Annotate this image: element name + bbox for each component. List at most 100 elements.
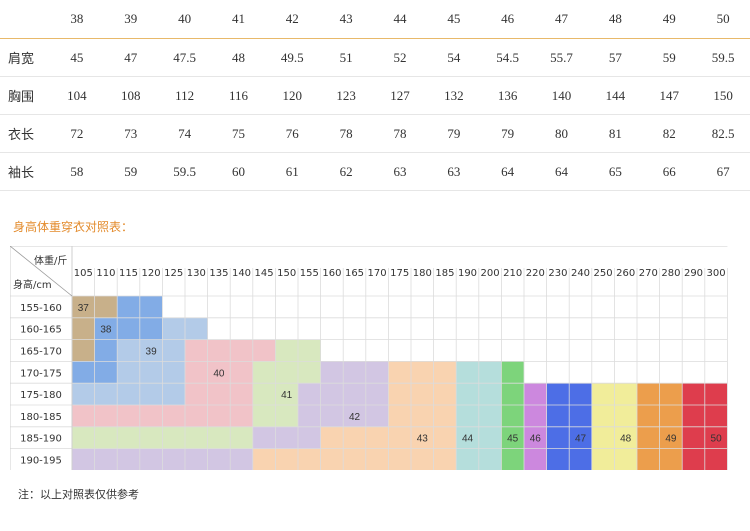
size-cell-45 [501,405,524,427]
weight-header: 230 [548,268,567,279]
size-cell-44 [478,426,502,449]
size-cell-49 [659,448,683,470]
size-cell-41 [298,339,321,362]
size-cell-43 [365,426,389,449]
size-header-cell: 47 [534,0,589,39]
size-cell: 59 [642,38,697,77]
size-cell-40 [207,383,231,405]
size-cell-50 [682,426,705,449]
size-cell-44 [456,426,479,449]
size-cell: 140 [534,76,589,115]
size-cell: 120 [265,76,320,115]
size-cell-39 [185,317,208,340]
weight-header: 130 [187,268,206,279]
size-label-45: 45 [507,434,519,445]
size-cell-38 [139,296,163,318]
size-cell-43 [388,448,411,470]
size-cell-37 [94,296,118,318]
size-cell-41 [230,426,253,449]
size-cell-47 [546,405,570,427]
weight-header: 280 [661,268,680,279]
size-cell: 49.5 [265,38,320,77]
size-cell-40 [162,405,185,427]
weight-header: 260 [616,268,635,279]
size-cell: 55.7 [534,38,589,77]
size-cell-39 [162,383,185,405]
size-cell-44 [456,361,479,384]
weight-header: 240 [571,268,590,279]
size-cell-40 [185,361,208,384]
size-cell-44 [456,448,479,470]
size-row-label: 肩宽 [0,38,50,77]
size-cell-49 [637,426,660,449]
size-cell-47 [546,426,570,449]
size-cell-43 [343,426,366,449]
size-cell-41 [252,361,276,384]
size-cell-47 [569,426,592,449]
size-header-cell: 45 [426,0,481,39]
size-cell: 123 [319,76,374,115]
size-cell: 150 [696,76,750,115]
size-header-cell: 38 [50,0,104,39]
size-cell-48 [614,383,637,405]
size-cell-43 [433,361,457,384]
weight-header: 145 [255,268,274,279]
weight-header: 180 [413,268,432,279]
size-cell-39 [94,383,118,405]
size-cell-39 [139,383,163,405]
height-header: 175-180 [20,390,62,401]
size-header-cell: 49 [642,0,697,39]
size-label-47: 47 [575,434,587,445]
size-cell: 144 [588,76,643,115]
size-cell-48 [614,426,637,449]
size-cell: 72 [50,114,104,153]
weight-header: 150 [277,268,296,279]
size-cell-40 [94,405,118,427]
size-cell-39 [72,383,95,405]
footnote: 注：以上对照表仅供参考 [18,488,139,501]
size-cell-37 [72,339,95,362]
size-cell-38 [117,317,140,340]
size-cell-42 [320,361,344,384]
size-cell: 104 [50,76,104,115]
size-cell-41 [94,426,118,449]
weight-header: 190 [458,268,477,279]
height-header: 165-170 [20,347,62,358]
height-header: 160-165 [20,325,62,336]
size-cell-42 [139,448,163,470]
size-cell-41 [185,426,208,449]
size-cell-43 [320,426,344,449]
size-cell-50 [704,405,728,427]
size-label-40: 40 [213,368,225,379]
weight-header: 200 [481,268,500,279]
weight-header: 220 [526,268,545,279]
size-cell: 59 [103,152,158,191]
size-cell-38 [139,317,163,340]
size-cell-39 [117,383,140,405]
size-cell-41 [275,405,298,427]
weight-header: 110 [96,268,115,279]
size-cell-38 [94,339,118,362]
weight-header: 160 [322,268,341,279]
size-cell: 63 [373,152,427,191]
size-cell-43 [411,361,434,384]
size-header-blank [0,0,50,39]
size-cell: 57 [588,38,643,77]
corner-weight-label: 体重/斤 [34,254,67,267]
weight-header: 140 [232,268,251,279]
size-cell: 64 [534,152,589,191]
size-cell: 108 [103,76,158,115]
size-cell-41 [117,426,140,449]
size-cell-47 [569,405,592,427]
weight-header: 270 [639,268,658,279]
size-cell: 66 [642,152,697,191]
size-cell-43 [298,448,321,470]
size-cell-41 [252,383,276,405]
size-cell-50 [704,383,728,405]
size-cell-43 [433,405,457,427]
size-header-cell: 48 [588,0,643,39]
size-cell-40 [207,405,231,427]
size-cell: 79 [480,114,535,153]
size-cell: 127 [373,76,427,115]
size-cell-40 [230,405,253,427]
